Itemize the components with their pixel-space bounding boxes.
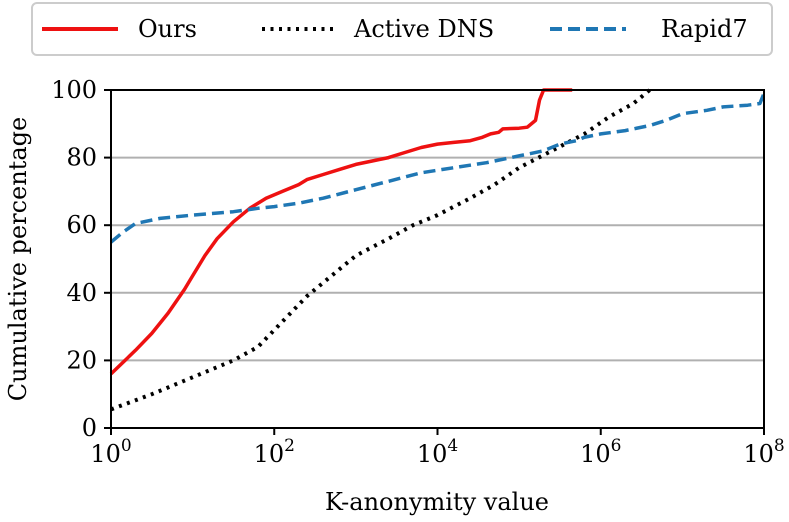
x-axis: 100 102 104 106 108 (90, 428, 785, 468)
x-tick-exponent: 4 (447, 436, 458, 456)
x-tick-exponent: 8 (774, 436, 785, 456)
x-tick-base: 10 (743, 440, 774, 468)
x-tick-label: 106 (580, 436, 621, 468)
y-tick-label: 0 (82, 414, 97, 442)
y-axis: 0 20 40 60 80 100 (51, 76, 111, 442)
series-line-active-dns (110, 88, 651, 412)
y-tick-label: 40 (66, 279, 97, 307)
x-tick-label: 100 (90, 436, 131, 468)
series-lines (109, 88, 766, 412)
legend-label-ours: Ours (138, 15, 197, 43)
plot-frame (110, 89, 765, 429)
series-line-ours (109, 88, 573, 376)
legend-frame (31, 2, 773, 56)
x-tick-exponent: 6 (611, 436, 622, 456)
x-tick-base: 10 (254, 440, 285, 468)
x-tick-base: 10 (90, 440, 121, 468)
y-tick-label: 100 (51, 76, 97, 104)
series-line-rapid7 (109, 92, 766, 244)
x-tick-label: 108 (743, 436, 784, 468)
y-tick-label: 20 (66, 346, 97, 374)
legend-label-active-dns: Active DNS (353, 15, 494, 43)
x-tick-label: 102 (254, 436, 295, 468)
x-axis-title: K-anonymity value (325, 488, 549, 516)
x-tick-exponent: 0 (121, 436, 132, 456)
x-tick-base: 10 (580, 440, 611, 468)
grid-lines (111, 156, 764, 362)
y-axis-title: Cumulative percentage (4, 117, 32, 401)
x-tick-base: 10 (417, 440, 448, 468)
x-tick-exponent: 2 (284, 436, 295, 456)
legend-label-rapid7: Rapid7 (661, 15, 748, 43)
y-tick-label: 80 (66, 144, 97, 172)
y-tick-label: 60 (66, 211, 97, 239)
x-tick-label: 104 (417, 436, 458, 468)
legend: Ours Active DNS Rapid7 (31, 2, 773, 56)
